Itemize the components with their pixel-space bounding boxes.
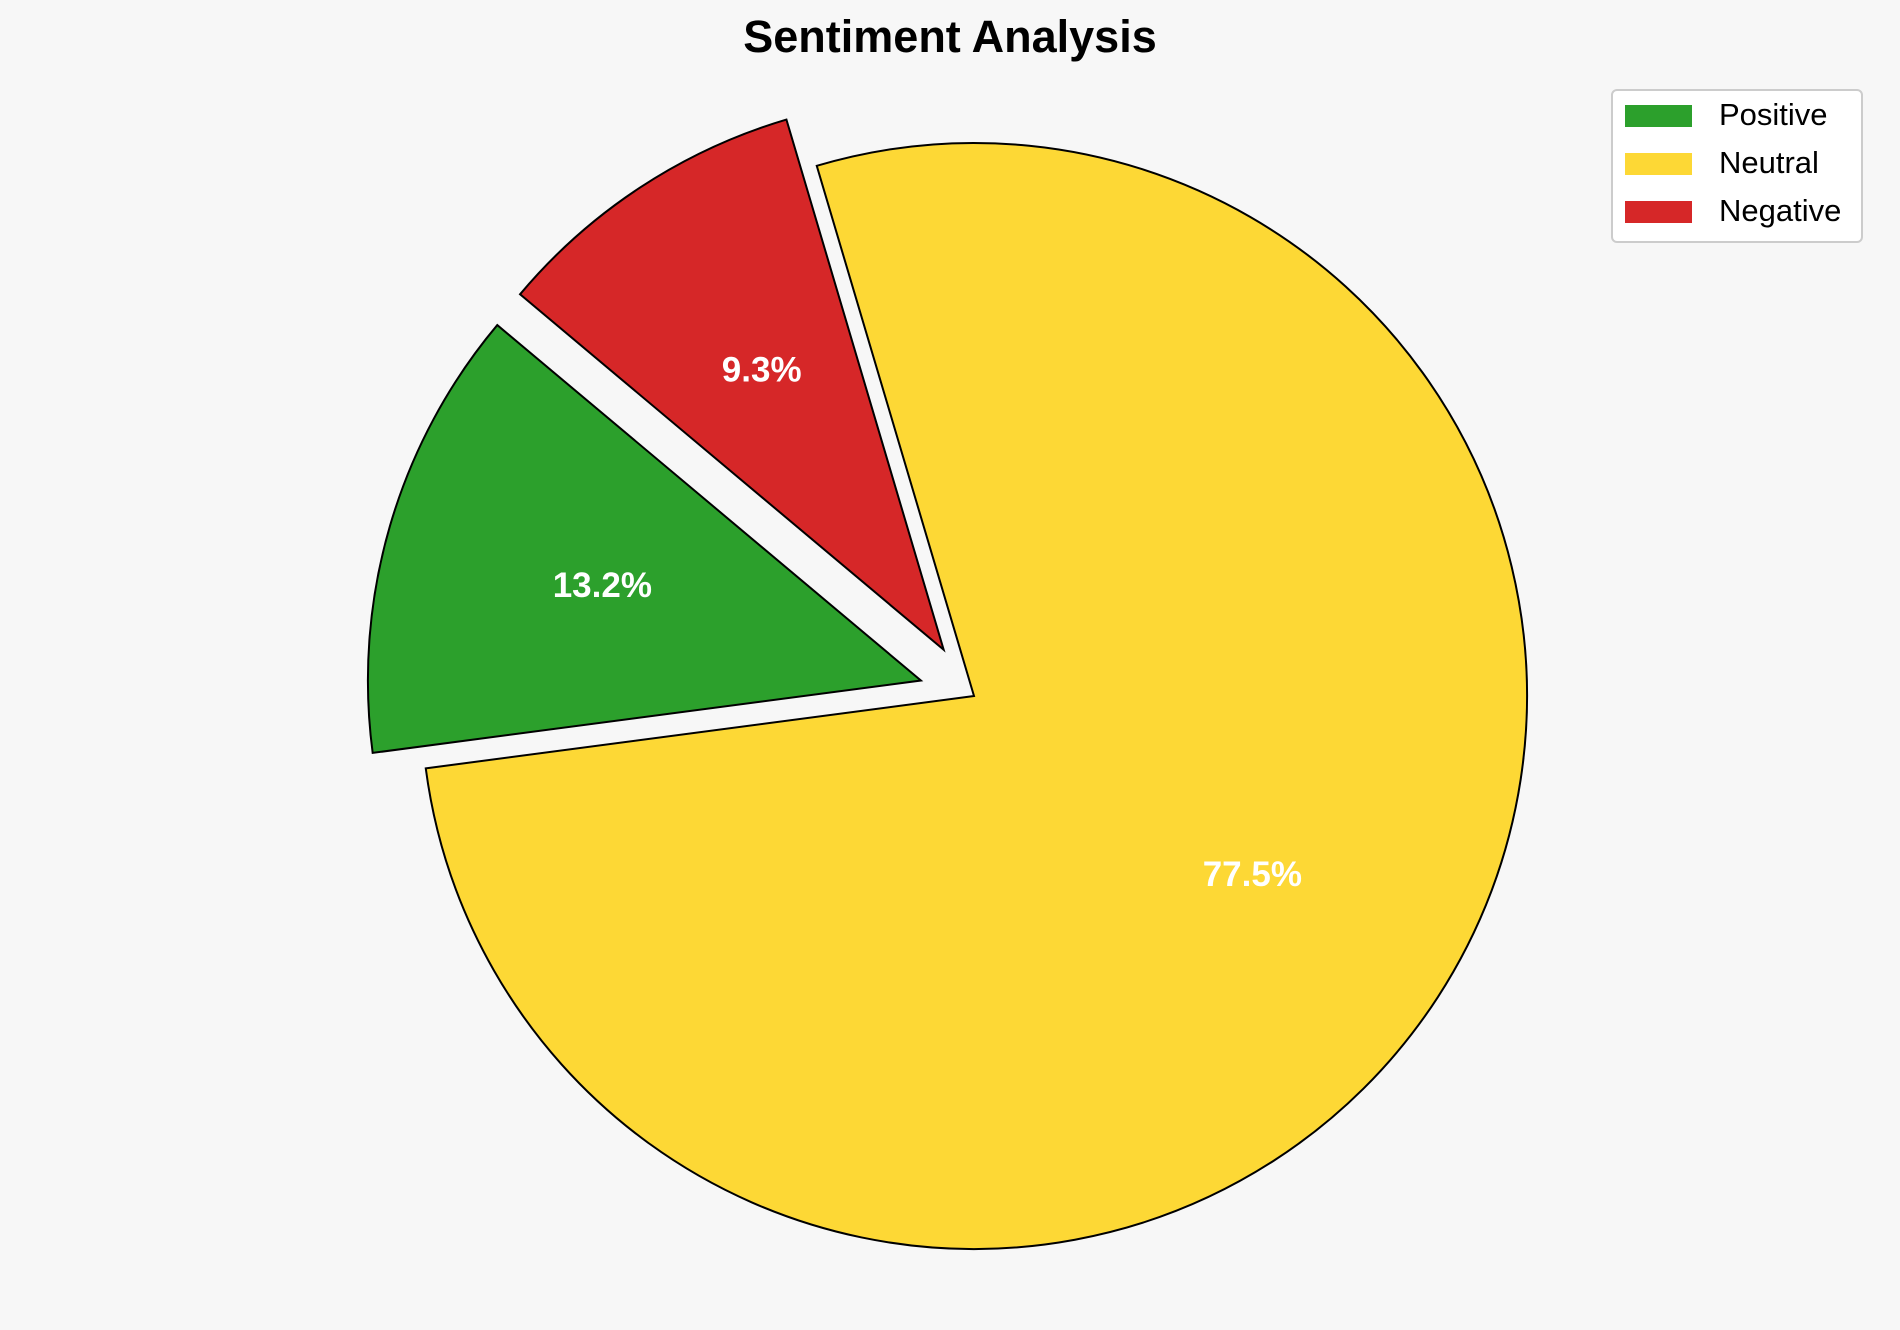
pie-slice — [518, 118, 946, 653]
slice-label: 13.2% — [553, 566, 652, 605]
slice-label: 9.3% — [722, 351, 802, 390]
legend-swatch — [1625, 201, 1692, 223]
legend: Positive Neutral Negative — [1611, 89, 1863, 243]
pie-slice — [366, 323, 924, 755]
legend-label: Negative — [1719, 193, 1841, 228]
legend-swatch — [1625, 153, 1692, 175]
legend-label: Neutral — [1719, 145, 1819, 180]
slice-label: 77.5% — [1203, 855, 1302, 894]
legend-swatch — [1625, 105, 1692, 127]
pie-slice — [424, 142, 1528, 1250]
legend-label: Positive — [1719, 97, 1828, 132]
chart-title: Sentiment Analysis — [743, 11, 1156, 62]
